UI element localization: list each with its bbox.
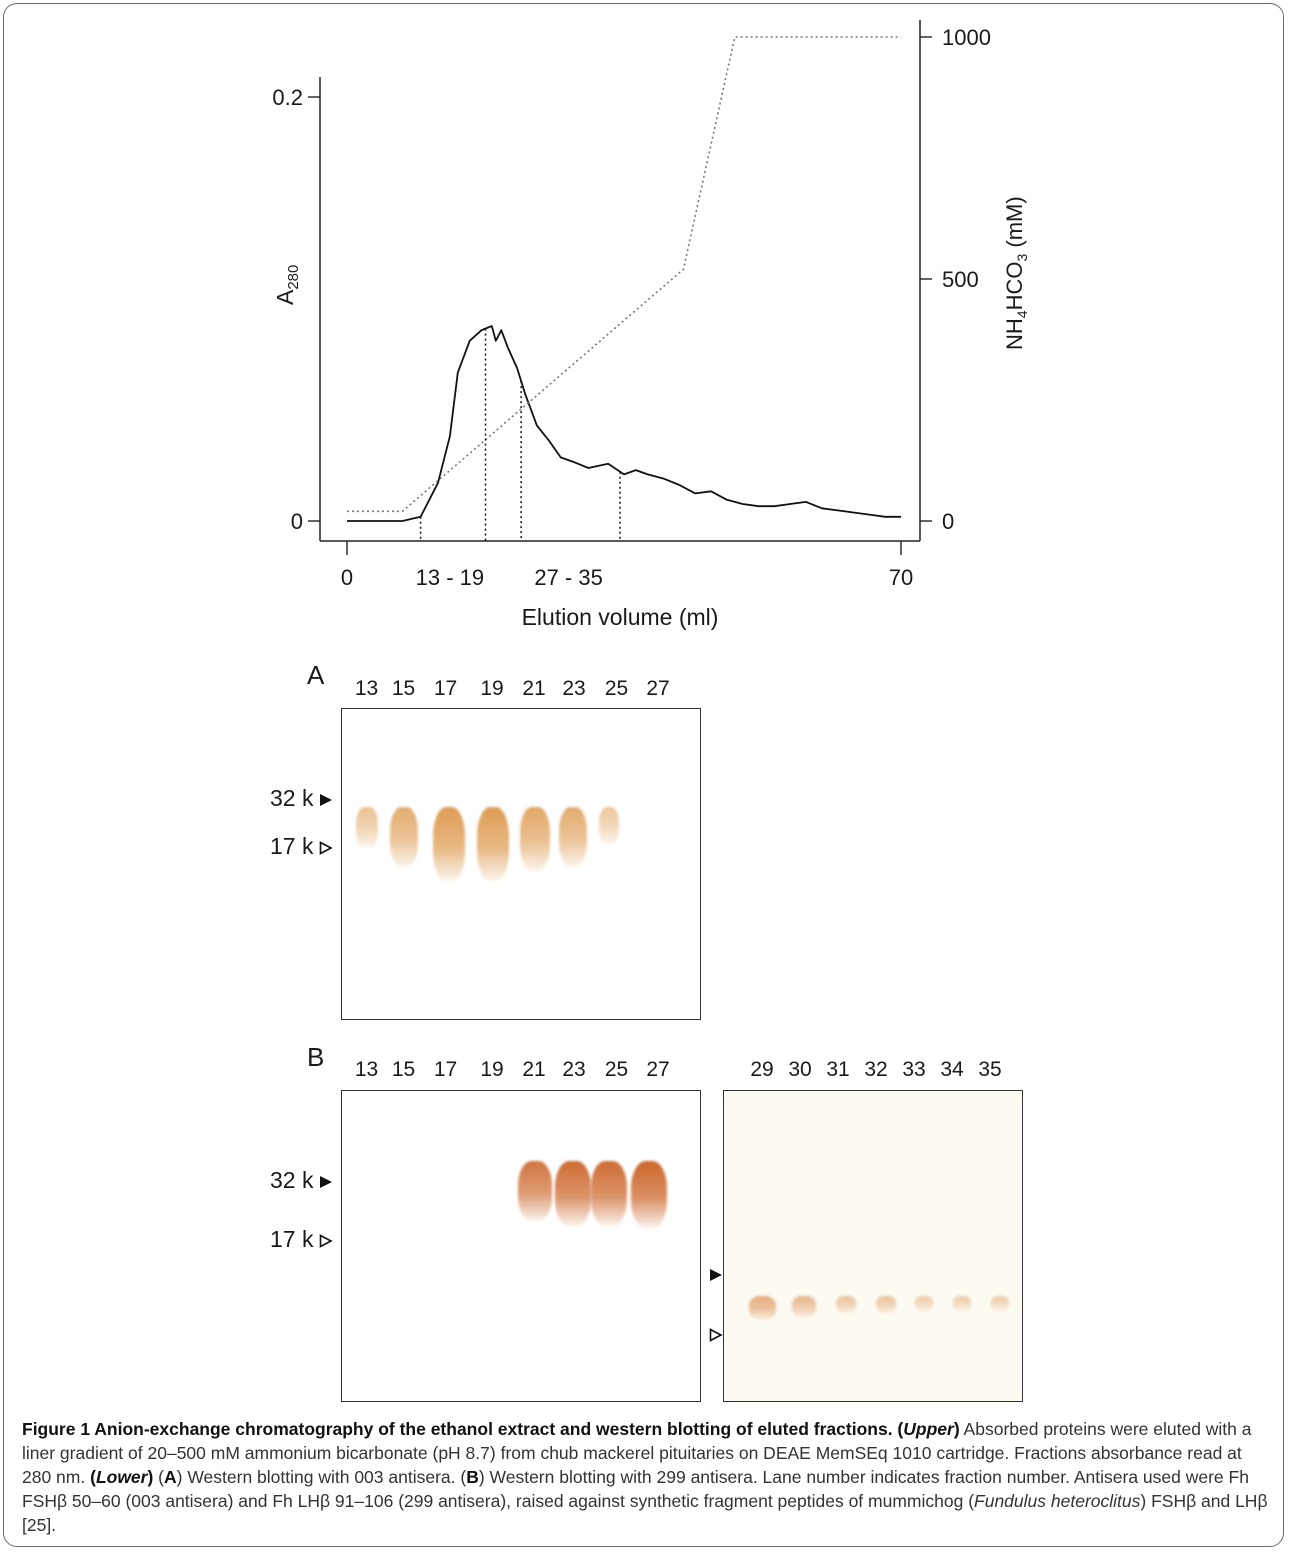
lane-number: 23 xyxy=(562,677,586,700)
protein-band xyxy=(389,807,419,868)
y-tick-label: 0 xyxy=(291,509,303,534)
lane-number: 30 xyxy=(788,1058,812,1081)
marker-17k-label: 17 k xyxy=(270,833,314,859)
marker-32k-b: 32 k xyxy=(270,1167,333,1194)
chromatogram-chart: 0 0.2 0 500 1000 0 13 - 19 27 - 35 70 Elution vo… xyxy=(272,20,1030,630)
marker-17k-b: 17 k xyxy=(270,1226,334,1253)
panel-b-lane-numbers-left: 13 15 17 19 21 23 25 27 xyxy=(348,1058,678,1082)
marker-17k-a: 17 k xyxy=(270,833,334,860)
protein-band xyxy=(432,807,466,881)
protein-band xyxy=(598,807,620,845)
western-blot-b-left xyxy=(341,1090,701,1402)
protein-band xyxy=(356,807,378,848)
protein-band xyxy=(476,807,510,881)
lane-number: 25 xyxy=(604,1058,629,1081)
filled-triangle-icon xyxy=(320,793,333,806)
lane-number: 35 xyxy=(978,1058,1002,1081)
x-tick-label: 70 xyxy=(889,565,913,590)
lane-number: 13 xyxy=(354,1058,379,1081)
filled-triangle-icon xyxy=(320,1175,333,1188)
marker-32k-label: 32 k xyxy=(270,1167,314,1193)
chart-ticks: 0 0.2 0 500 1000 0 13 - 19 27 - 35 70 xyxy=(272,25,991,590)
y2-axis-label: NH4HCO3 (mM) xyxy=(1002,196,1030,350)
protein-band xyxy=(748,1296,776,1320)
protein-band xyxy=(875,1296,897,1314)
x-tick-label: 13 - 19 xyxy=(416,565,485,590)
chart-axes xyxy=(319,20,921,542)
figure-caption: Figure 1 Anion-exchange chromatography o… xyxy=(22,1419,1268,1535)
lane-number: 17 xyxy=(433,1058,458,1081)
lane-number: 19 xyxy=(480,677,504,700)
protein-band xyxy=(558,807,588,868)
protein-band xyxy=(520,807,550,871)
x-tick-label: 27 - 35 xyxy=(534,565,603,590)
lane-number: 15 xyxy=(391,1058,416,1081)
y2-tick-label: 500 xyxy=(942,267,979,292)
x-tick-label: 0 xyxy=(341,565,353,590)
svg-text:NH4HCO3 (mM): NH4HCO3 (mM) xyxy=(1002,196,1030,350)
protein-band xyxy=(630,1161,668,1229)
marker-32k-label: 32 k xyxy=(270,785,314,811)
lane-number: 34 xyxy=(940,1058,964,1081)
lane-number: 21 xyxy=(522,1058,546,1081)
lane-number: 32 xyxy=(864,1058,888,1081)
nh4hco3-gradient-line xyxy=(347,36,901,513)
a280-absorbance-line xyxy=(347,325,901,522)
protein-band xyxy=(991,1296,1009,1311)
lane-number: 17 xyxy=(433,677,458,700)
protein-band xyxy=(555,1161,591,1226)
lane-number: 13 xyxy=(354,677,379,700)
lane-number: 25 xyxy=(604,677,629,700)
x-axis-label: Elution volume (ml) xyxy=(522,604,719,630)
protein-band xyxy=(518,1161,552,1222)
lane-number: 23 xyxy=(562,1058,586,1081)
open-triangle-icon xyxy=(320,841,334,855)
lane-number: 29 xyxy=(750,1058,774,1081)
lane-number: 19 xyxy=(480,1058,504,1081)
marker-17k-label: 17 k xyxy=(270,1226,314,1252)
y2-tick-label: 1000 xyxy=(942,25,991,50)
lane-number: 27 xyxy=(646,677,670,700)
protein-band xyxy=(792,1296,816,1317)
y-axis-label: A280 xyxy=(272,265,302,305)
western-blot-b-right xyxy=(723,1090,1023,1402)
lane-number: 15 xyxy=(391,677,416,700)
open-triangle-icon xyxy=(709,1328,723,1342)
panel-a-lane-numbers: 13 15 17 19 21 23 25 27 xyxy=(348,677,678,701)
protein-band xyxy=(953,1296,971,1311)
y-tick-label: 0.2 xyxy=(272,85,303,110)
lane-number: 31 xyxy=(826,1058,850,1081)
y2-tick-label: 0 xyxy=(942,509,954,534)
lane-number: 33 xyxy=(902,1058,926,1081)
panel-a-label: A xyxy=(307,660,325,690)
lane-number: 21 xyxy=(522,677,546,700)
protein-band xyxy=(591,1161,627,1226)
panel-b-label: B xyxy=(307,1042,325,1072)
figure-frame xyxy=(3,3,1284,1547)
chart-series xyxy=(347,36,901,541)
open-triangle-icon xyxy=(320,1234,334,1248)
protein-band xyxy=(914,1296,934,1312)
protein-band xyxy=(835,1296,857,1314)
lane-number: 27 xyxy=(646,1058,670,1081)
filled-triangle-icon xyxy=(710,1269,722,1281)
svg-text:A280: A280 xyxy=(272,265,302,305)
western-blot-a xyxy=(341,708,701,1020)
marker-32k-a: 32 k xyxy=(270,785,333,812)
panel-b-lane-numbers-right: 29 30 31 32 33 34 35 xyxy=(743,1058,1009,1082)
